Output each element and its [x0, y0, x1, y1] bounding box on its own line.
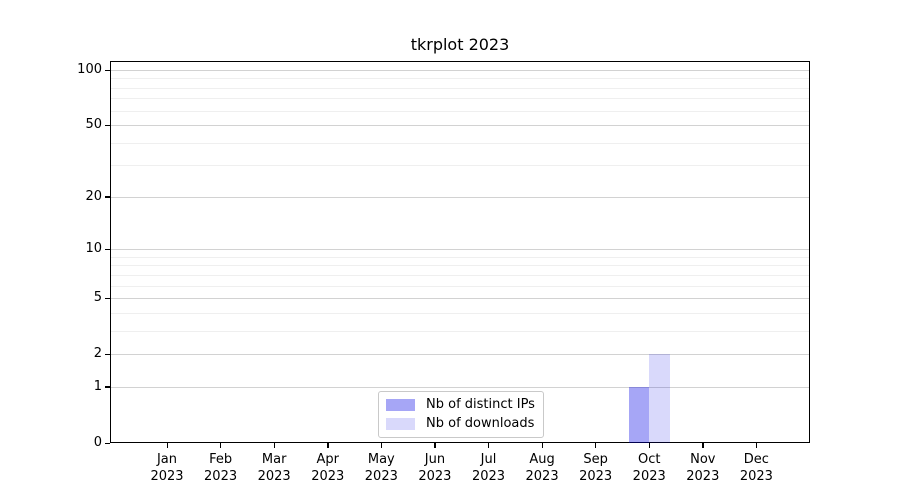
legend-item-downloads: Nb of downloads	[379, 416, 543, 432]
x-tick-mark	[166, 443, 168, 448]
y-tick-label: 2	[93, 346, 102, 362]
major-gridline	[111, 354, 809, 356]
y-tick-mark	[105, 69, 110, 71]
x-tick-mark	[595, 443, 597, 448]
y-tick-mark	[105, 196, 110, 198]
minor-gridline	[111, 165, 809, 167]
bar-downloads-oct	[649, 354, 670, 443]
x-tick-label: Nov 2023	[686, 452, 720, 484]
y-tick-mark	[105, 386, 110, 388]
legend: Nb of distinct IPs Nb of downloads	[378, 391, 544, 438]
x-tick-mark	[541, 443, 543, 448]
y-tick-mark	[105, 124, 110, 127]
y-tick-mark	[105, 353, 110, 355]
minor-gridline	[111, 256, 809, 258]
major-gridline	[111, 386, 809, 388]
x-tick-label: Feb 2023	[204, 452, 238, 484]
legend-swatch-distinct-ips	[386, 399, 415, 411]
y-tick-label: 0	[93, 435, 102, 450]
x-tick-label: Oct 2023	[632, 452, 666, 484]
x-tick-label: Jan 2023	[150, 452, 184, 484]
legend-swatch-downloads	[386, 418, 415, 430]
minor-gridline	[111, 285, 809, 287]
y-tick-label: 20	[85, 188, 102, 204]
x-tick-label: Dec 2023	[739, 452, 773, 484]
x-tick-label: Mar 2023	[257, 452, 291, 484]
x-tick-mark	[327, 443, 329, 448]
y-tick-mark	[105, 248, 110, 250]
minor-gridline	[111, 330, 809, 332]
minor-gridline	[111, 78, 809, 80]
x-tick-label: Apr 2023	[311, 452, 345, 484]
x-tick-mark	[648, 443, 651, 448]
legend-item-distinct-ips: Nb of distinct IPs	[379, 397, 543, 413]
x-tick-label: Aug 2023	[525, 452, 559, 484]
minor-gridline	[111, 87, 809, 89]
x-tick-mark	[702, 443, 704, 448]
bar-distinct-ips-oct	[628, 386, 650, 443]
x-tick-mark	[434, 443, 436, 448]
x-tick-label: Sep 2023	[579, 452, 613, 484]
y-tick-mark	[105, 442, 110, 444]
plot-area	[110, 61, 810, 443]
major-gridline	[111, 125, 809, 127]
y-tick-label: 5	[93, 290, 102, 306]
minor-gridline	[111, 110, 809, 112]
x-tick-mark	[273, 443, 275, 448]
major-gridline	[111, 70, 809, 71]
major-gridline	[111, 196, 809, 198]
y-tick-mark	[105, 297, 110, 299]
y-tick-label: 1	[93, 378, 102, 394]
minor-gridline	[111, 142, 809, 144]
legend-label-downloads: Nb of downloads	[426, 416, 535, 431]
major-gridline	[111, 249, 809, 251]
y-tick-label: 10	[85, 241, 102, 257]
y-tick-label: 100	[77, 62, 102, 77]
x-tick-mark	[755, 443, 758, 448]
major-gridline	[111, 298, 809, 300]
x-tick-mark	[487, 443, 490, 448]
x-tick-label: Jul 2023	[471, 452, 506, 484]
x-tick-mark	[380, 443, 383, 448]
x-tick-mark	[220, 443, 222, 448]
x-tick-label: May 2023	[364, 452, 398, 484]
y-tick-label: 50	[85, 117, 102, 133]
chart-title: tkrplot 2023	[410, 35, 510, 54]
x-tick-label: Jun 2023	[418, 452, 452, 484]
minor-gridline	[111, 265, 809, 267]
minor-gridline	[111, 312, 809, 314]
legend-label-distinct-ips: Nb of distinct IPs	[426, 397, 535, 412]
minor-gridline	[111, 98, 809, 100]
minor-gridline	[111, 274, 809, 276]
